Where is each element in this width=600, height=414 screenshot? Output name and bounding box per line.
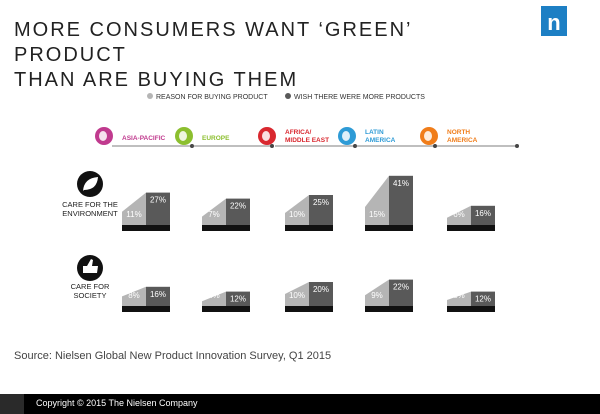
bar-reason-1-1	[122, 192, 146, 225]
bar-base-strip	[365, 306, 413, 312]
value-label-wish-2-5: 12%	[475, 295, 491, 304]
value-label-wish-1-2: 22%	[230, 202, 246, 211]
thumbs-up-icon-shape	[83, 259, 98, 273]
region-globe-icon-land	[342, 131, 350, 141]
legend-label-2: WISH THERE WERE MORE PRODUCTS	[294, 94, 425, 101]
value-label-wish-1-3: 25%	[313, 198, 329, 207]
source-note: Source: Nielsen Global New Product Innov…	[14, 350, 332, 362]
row-label-1-line-1: CARE FOR THE	[62, 200, 118, 209]
row-label-2-line-1: CARE FOR	[71, 282, 110, 291]
bar-wish-1-1	[146, 192, 170, 225]
bar-reason-1-2	[202, 198, 226, 225]
legend-label-1: REASON FOR BUYING PRODUCT	[156, 94, 268, 101]
bar-reason-1-4	[365, 175, 389, 225]
bar-base-strip	[285, 306, 333, 312]
region-globe-icon-land	[179, 131, 187, 141]
region-label-5-line-1: NORTH	[447, 129, 470, 136]
bar-wish-1-3	[309, 195, 333, 225]
bar-wish-2-4	[389, 279, 413, 306]
value-label-reason-1-1: 11%	[126, 210, 141, 219]
bar-reason-2-5	[447, 291, 471, 306]
bar-reason-2-3	[285, 282, 309, 306]
bar-base-strip	[202, 306, 250, 312]
region-label-4-line-2: AMERICA	[365, 137, 396, 144]
bar-wish-1-4	[389, 175, 413, 225]
bar-wish-1-2	[226, 198, 250, 225]
bar-reason-2-4	[365, 279, 389, 306]
value-label-reason-2-5: 5%	[453, 291, 465, 300]
value-label-wish-1-1: 27%	[150, 196, 166, 205]
value-label-wish-2-4: 22%	[393, 283, 409, 292]
bar-base-strip	[202, 225, 250, 231]
logo-letter: n	[547, 10, 560, 35]
bar-reason-2-2	[202, 291, 226, 306]
value-label-reason-2-4: 9%	[371, 291, 383, 300]
region-globe-icon-land	[99, 131, 107, 141]
value-label-wish-1-4: 41%	[393, 179, 409, 188]
region-label-5-line-2: AMERICA	[447, 137, 478, 144]
region-label-1: ASIA-PACIFIC	[122, 135, 166, 142]
value-label-reason-1-5: 6%	[453, 210, 465, 219]
region-globe-icon-land	[262, 131, 270, 141]
title-line-2: THAN ARE BUYING THEM	[14, 69, 299, 91]
region-label-2: EUROPE	[202, 135, 230, 142]
value-label-reason-1-4: 15%	[369, 210, 385, 219]
region-label-3-line-2: MIDDLE EAST	[285, 137, 329, 144]
nielsen-logo-mark: n	[547, 10, 560, 35]
bar-base-strip	[447, 306, 495, 312]
region-underline-dot-4	[433, 144, 437, 148]
bar-reason-1-3	[285, 195, 309, 225]
bar-wish-2-5	[471, 291, 495, 306]
region-underline-dot-5	[515, 144, 519, 148]
value-label-wish-2-1: 16%	[150, 290, 166, 299]
green-products-chart: REASON FOR BUYING PRODUCT WISH THERE WERE…	[62, 93, 519, 312]
bar-wish-2-1	[146, 286, 170, 306]
value-label-wish-2-3: 20%	[313, 285, 329, 294]
value-label-wish-1-5: 16%	[475, 209, 491, 218]
value-label-reason-1-3: 10%	[289, 210, 305, 219]
value-label-reason-2-3: 10%	[289, 291, 305, 300]
region-globe-icon-land	[424, 131, 432, 141]
bar-reason-2-1	[122, 286, 146, 306]
leaf-icon-shape	[83, 177, 98, 191]
value-label-reason-1-2: 7%	[208, 210, 220, 219]
value-label-reason-2-2: 4%	[208, 291, 220, 300]
bar-reason-1-5	[447, 205, 471, 225]
bar-base-strip	[447, 225, 495, 231]
bar-wish-1-5	[471, 205, 495, 225]
page-title: MORE CONSUMERS WANT ‘GREEN’ PRODUCT THAN…	[14, 18, 514, 93]
bar-wish-2-2	[226, 291, 250, 306]
value-label-reason-2-1: 8%	[128, 291, 140, 300]
region-label-3-line-1: AFRICA/	[285, 129, 312, 136]
footer-bar: Copyright © 2015 The Nielsen Company	[0, 394, 600, 414]
bar-base-strip	[365, 225, 413, 231]
bar-base-strip	[122, 306, 170, 312]
legend-swatch-1	[147, 93, 153, 99]
title-line-1: MORE CONSUMERS WANT ‘GREEN’ PRODUCT	[14, 19, 412, 66]
region-underline-dot-2	[270, 144, 274, 148]
row-label-1-line-2: ENVIRONMENT	[62, 209, 118, 218]
value-label-wish-2-2: 12%	[230, 295, 246, 304]
copyright-text: Copyright © 2015 The Nielsen Company	[36, 398, 198, 408]
footer-accent	[0, 394, 24, 414]
region-label-4-line-1: LATIN	[365, 129, 384, 136]
legend-swatch-2	[285, 93, 291, 99]
bar-wish-2-3	[309, 282, 333, 306]
bar-base-strip	[122, 225, 170, 231]
row-label-2-line-2: SOCIETY	[74, 291, 107, 300]
nielsen-logo: n	[541, 6, 567, 36]
bar-base-strip	[285, 225, 333, 231]
